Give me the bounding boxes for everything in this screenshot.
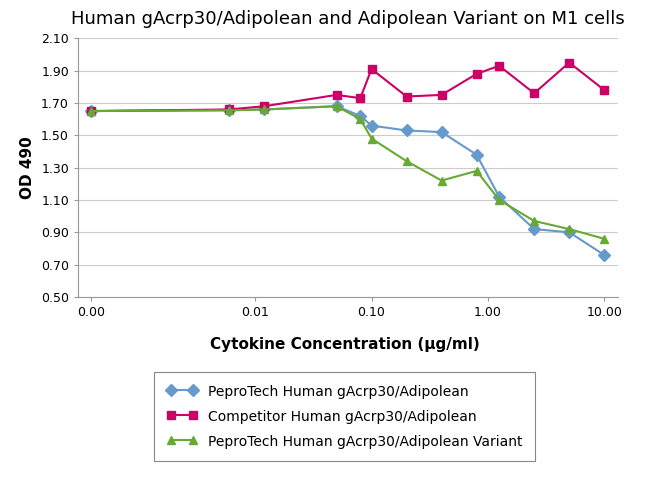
- PeproTech Human gAcrp30/Adipolean: [333, 103, 341, 109]
- PeproTech Human gAcrp30/Adipolean Variant: [601, 236, 608, 242]
- Line: PeproTech Human gAcrp30/Adipolean Variant: PeproTech Human gAcrp30/Adipolean Varian…: [86, 102, 608, 243]
- Competitor Human gAcrp30/Adipolean: [473, 71, 480, 77]
- PeproTech Human gAcrp30/Adipolean Variant: [368, 136, 376, 141]
- PeproTech Human gAcrp30/Adipolean: [437, 129, 445, 135]
- Competitor Human gAcrp30/Adipolean: [368, 66, 376, 72]
- PeproTech Human gAcrp30/Adipolean Variant: [87, 108, 95, 114]
- PeproTech Human gAcrp30/Adipolean: [566, 229, 573, 235]
- Y-axis label: OD 490: OD 490: [20, 136, 35, 199]
- Competitor Human gAcrp30/Adipolean: [226, 107, 233, 113]
- PeproTech Human gAcrp30/Adipolean Variant: [333, 103, 341, 109]
- Competitor Human gAcrp30/Adipolean: [333, 92, 341, 98]
- PeproTech Human gAcrp30/Adipolean: [87, 108, 95, 114]
- Competitor Human gAcrp30/Adipolean: [437, 92, 445, 98]
- PeproTech Human gAcrp30/Adipolean Variant: [566, 226, 573, 232]
- Competitor Human gAcrp30/Adipolean: [495, 63, 503, 68]
- PeproTech Human gAcrp30/Adipolean: [226, 107, 233, 113]
- Title: Human gAcrp30/Adipolean and Adipolean Variant on M1 cells: Human gAcrp30/Adipolean and Adipolean Va…: [71, 11, 625, 28]
- Line: Competitor Human gAcrp30/Adipolean: Competitor Human gAcrp30/Adipolean: [86, 58, 608, 115]
- PeproTech Human gAcrp30/Adipolean: [356, 113, 364, 119]
- PeproTech Human gAcrp30/Adipolean: [403, 127, 411, 133]
- PeproTech Human gAcrp30/Adipolean: [473, 152, 480, 158]
- PeproTech Human gAcrp30/Adipolean Variant: [261, 107, 268, 113]
- PeproTech Human gAcrp30/Adipolean: [368, 123, 376, 128]
- PeproTech Human gAcrp30/Adipolean: [601, 252, 608, 258]
- Competitor Human gAcrp30/Adipolean: [356, 95, 364, 101]
- PeproTech Human gAcrp30/Adipolean Variant: [403, 158, 411, 164]
- PeproTech Human gAcrp30/Adipolean Variant: [356, 116, 364, 122]
- PeproTech Human gAcrp30/Adipolean: [530, 226, 538, 232]
- PeproTech Human gAcrp30/Adipolean Variant: [226, 107, 233, 113]
- Line: PeproTech Human gAcrp30/Adipolean: PeproTech Human gAcrp30/Adipolean: [86, 102, 608, 259]
- Competitor Human gAcrp30/Adipolean: [87, 108, 95, 114]
- Competitor Human gAcrp30/Adipolean: [261, 103, 268, 109]
- Competitor Human gAcrp30/Adipolean: [566, 60, 573, 66]
- PeproTech Human gAcrp30/Adipolean Variant: [437, 178, 445, 183]
- Text: Cytokine Concentration (μg/ml): Cytokine Concentration (μg/ml): [209, 337, 480, 353]
- PeproTech Human gAcrp30/Adipolean Variant: [530, 218, 538, 224]
- PeproTech Human gAcrp30/Adipolean: [261, 107, 268, 113]
- PeproTech Human gAcrp30/Adipolean Variant: [473, 168, 480, 174]
- PeproTech Human gAcrp30/Adipolean: [495, 194, 503, 200]
- Legend: PeproTech Human gAcrp30/Adipolean, Competitor Human gAcrp30/Adipolean, PeproTech: PeproTech Human gAcrp30/Adipolean, Compe…: [154, 372, 535, 461]
- PeproTech Human gAcrp30/Adipolean Variant: [495, 197, 503, 203]
- Competitor Human gAcrp30/Adipolean: [601, 87, 608, 93]
- Competitor Human gAcrp30/Adipolean: [530, 91, 538, 96]
- Competitor Human gAcrp30/Adipolean: [403, 94, 411, 100]
